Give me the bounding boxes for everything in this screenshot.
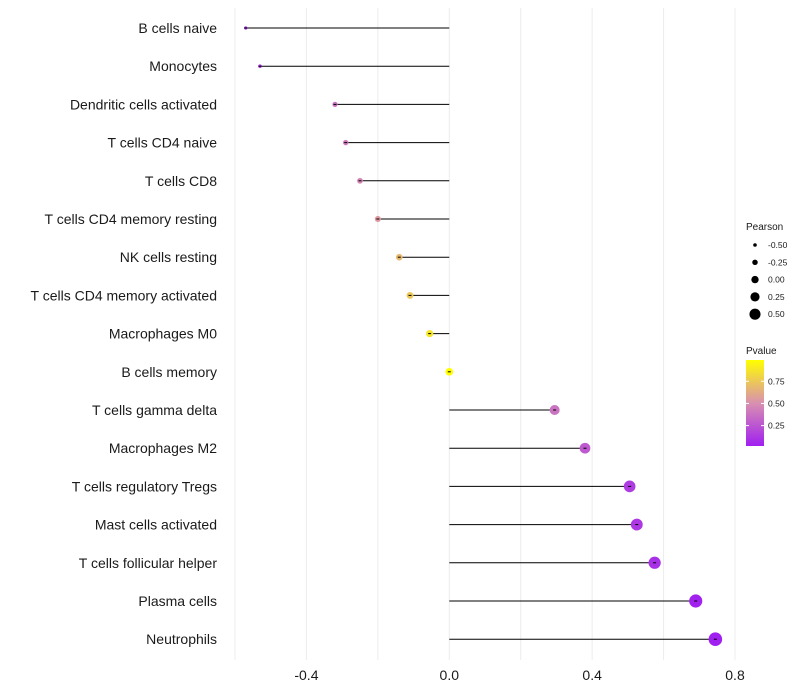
x-tick-label: 0.8	[725, 667, 745, 683]
legend-size-dot	[751, 275, 759, 284]
category-label: Plasma cells	[138, 593, 217, 609]
legend-size-label: -0.50	[768, 240, 788, 250]
legend-size-dot	[752, 259, 758, 266]
legend-color-title: Pvalue	[746, 346, 777, 357]
legend-size-dot	[753, 243, 757, 247]
category-label: Neutrophils	[146, 631, 217, 647]
x-tick-label: 0.0	[440, 667, 460, 683]
category-label: B cells memory	[121, 364, 217, 380]
x-tick-label: -0.4	[294, 667, 318, 683]
legend-size-label: 0.50	[768, 309, 785, 319]
category-label: Mast cells activated	[95, 517, 217, 533]
category-label: Macrophages M2	[109, 440, 217, 456]
category-label: T cells CD4 memory resting	[45, 211, 217, 227]
category-label: Dendritic cells activated	[70, 96, 217, 112]
category-label: NK cells resting	[120, 249, 217, 265]
legend-color-label: 0.25	[768, 421, 785, 431]
legend-size-dot	[749, 308, 761, 320]
category-label: Monocytes	[149, 58, 217, 74]
category-label: B cells naive	[138, 20, 217, 36]
category-label: T cells CD4 naive	[108, 135, 218, 151]
legend-size-label: 0.00	[768, 275, 785, 285]
legend-color-label: 0.50	[768, 398, 785, 408]
legend-color-label: 0.75	[768, 376, 785, 386]
category-label: T cells CD4 memory activated	[31, 287, 217, 303]
legend-size-title: Pearson	[746, 222, 783, 233]
legend-size-label: -0.25	[768, 257, 788, 267]
category-label: T cells gamma delta	[92, 402, 217, 418]
category-label: Macrophages M0	[109, 326, 217, 342]
x-tick-label: 0.4	[582, 667, 602, 683]
legend-color-bar	[746, 360, 764, 446]
category-label: T cells regulatory Tregs	[72, 478, 217, 494]
legend-size-dot	[750, 292, 760, 302]
category-label: T cells CD8	[145, 173, 217, 189]
legend-size-label: 0.25	[768, 292, 785, 302]
category-label: T cells follicular helper	[79, 555, 218, 571]
